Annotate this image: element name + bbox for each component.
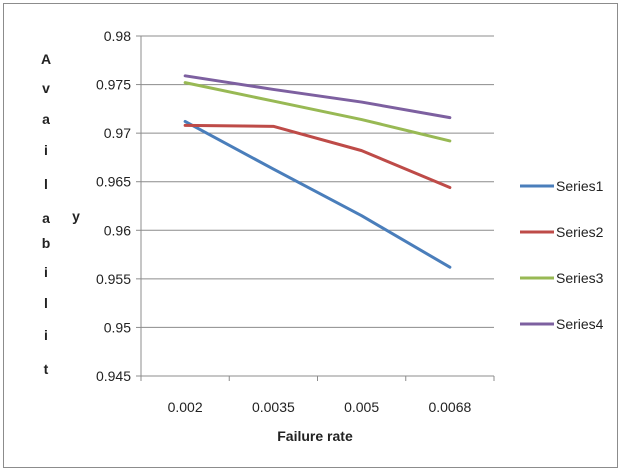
legend-label: Series2: [556, 224, 604, 240]
chart-frame: 0.945 0.95 0.955 0.96 0.965 0.97 0.975 0.98 0.0…: [3, 3, 618, 468]
y-label-letter: b: [42, 235, 51, 251]
y-label-letter: i: [44, 264, 48, 280]
y-tick-labels: 0.945 0.95 0.955 0.96 0.965 0.97 0.975 0.98: [96, 28, 131, 384]
y-label-letter: l: [44, 295, 48, 311]
series-line-series4: [183, 74, 452, 120]
y-label-letter: a: [42, 210, 50, 226]
y-label-letter: i: [44, 327, 48, 343]
y-label-letter: i: [44, 142, 48, 158]
y-label-letter: t: [44, 361, 49, 377]
y-label-letter: A: [41, 51, 51, 67]
y-label-letter: a: [42, 111, 50, 127]
x-axis-label: Failure rate: [277, 428, 353, 444]
x-tick-label: 0.0068: [428, 399, 471, 415]
y-tick-label: 0.945: [96, 368, 131, 384]
x-tick-label: 0.0035: [252, 399, 295, 415]
y-tick-label: 0.97: [104, 125, 131, 141]
y-tick-label: 0.95: [104, 319, 131, 335]
legend-label: Series4: [556, 316, 604, 332]
series-line-series2: [183, 123, 452, 190]
legend-label: Series1: [556, 178, 604, 194]
gridlines: [136, 35, 494, 377]
x-tick-label: 0.005: [344, 399, 379, 415]
y-tick-label: 0.955: [96, 271, 131, 287]
legend: Series1 Series2 Series3 Series4: [520, 178, 604, 332]
y-tick-label: 0.96: [104, 222, 131, 238]
series-lines: [183, 74, 452, 269]
legend-label: Series3: [556, 270, 604, 286]
y-label-letter: v: [42, 80, 50, 96]
y-tick-label: 0.98: [104, 28, 131, 44]
axes: [140, 36, 495, 381]
y-label-letter: l: [44, 176, 48, 192]
y-tick-label: 0.975: [96, 77, 131, 93]
line-chart: 0.945 0.95 0.955 0.96 0.965 0.97 0.975 0.98 0.0…: [41, 28, 604, 444]
y-tick-label: 0.965: [96, 174, 131, 190]
x-tick-label: 0.002: [168, 399, 203, 415]
y-label-letter: y: [72, 208, 80, 224]
series-line-series1: [183, 119, 452, 269]
x-tick-labels: 0.002 0.0035 0.005 0.0068: [168, 399, 472, 415]
series-line-series3: [183, 81, 452, 143]
